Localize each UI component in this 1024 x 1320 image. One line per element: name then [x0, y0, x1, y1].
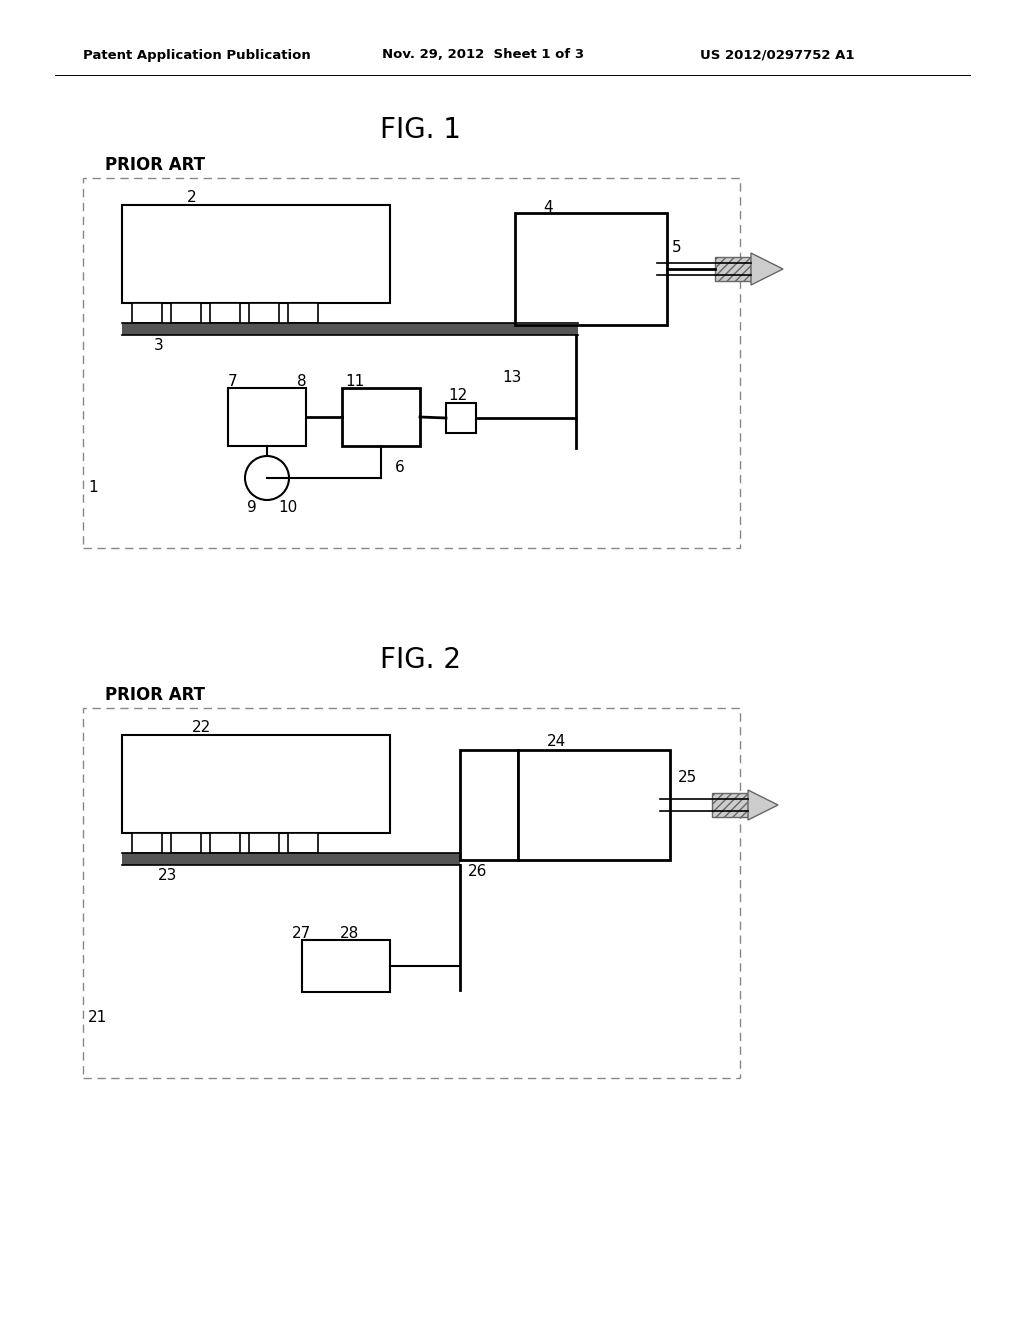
Text: 9: 9 — [247, 500, 257, 516]
Text: 7: 7 — [228, 375, 238, 389]
Bar — [171, 304, 201, 323]
Bar — [83, 178, 740, 548]
Bar — [288, 833, 318, 853]
Text: 12: 12 — [449, 388, 467, 404]
Bar — [122, 323, 578, 335]
Bar — [210, 833, 240, 853]
Bar — [342, 388, 420, 446]
Text: 5: 5 — [672, 240, 682, 256]
Text: US 2012/0297752 A1: US 2012/0297752 A1 — [700, 49, 854, 62]
Bar — [518, 750, 670, 861]
Text: 23: 23 — [158, 867, 177, 883]
Text: 4: 4 — [543, 199, 553, 214]
Text: 24: 24 — [547, 734, 566, 750]
Bar — [249, 833, 279, 853]
Text: 1: 1 — [88, 480, 97, 495]
Bar — [460, 750, 518, 861]
Text: Nov. 29, 2012  Sheet 1 of 3: Nov. 29, 2012 Sheet 1 of 3 — [382, 49, 584, 62]
Bar — [210, 304, 240, 323]
Text: PRIOR ART: PRIOR ART — [105, 156, 205, 174]
Bar — [249, 304, 279, 323]
Text: 28: 28 — [340, 925, 359, 940]
Bar — [83, 708, 740, 1078]
Text: 3: 3 — [154, 338, 164, 352]
Text: 11: 11 — [345, 375, 365, 389]
Text: Patent Application Publication: Patent Application Publication — [83, 49, 310, 62]
Bar — [132, 304, 162, 323]
Text: 21: 21 — [88, 1011, 108, 1026]
Text: 25: 25 — [678, 771, 697, 785]
Text: PRIOR ART: PRIOR ART — [105, 686, 205, 704]
Bar — [171, 833, 201, 853]
Bar — [302, 940, 390, 993]
Bar — [122, 735, 390, 833]
Text: 6: 6 — [395, 461, 404, 475]
Text: 22: 22 — [193, 721, 211, 735]
Text: 27: 27 — [292, 925, 311, 940]
Text: 2: 2 — [187, 190, 197, 205]
Bar — [712, 793, 748, 817]
Bar — [132, 833, 162, 853]
Polygon shape — [748, 789, 778, 820]
Bar — [515, 213, 667, 325]
Bar — [122, 853, 460, 865]
Text: 10: 10 — [278, 500, 297, 516]
Text: 13: 13 — [502, 371, 521, 385]
Text: FIG. 1: FIG. 1 — [380, 116, 461, 144]
Bar — [446, 403, 476, 433]
Bar — [228, 388, 306, 446]
Polygon shape — [751, 253, 783, 285]
Bar — [122, 205, 390, 304]
Circle shape — [245, 455, 289, 500]
Bar — [288, 304, 318, 323]
Bar — [715, 257, 751, 281]
Text: FIG. 2: FIG. 2 — [380, 645, 461, 675]
Text: 26: 26 — [468, 865, 487, 879]
Text: 8: 8 — [297, 375, 306, 389]
